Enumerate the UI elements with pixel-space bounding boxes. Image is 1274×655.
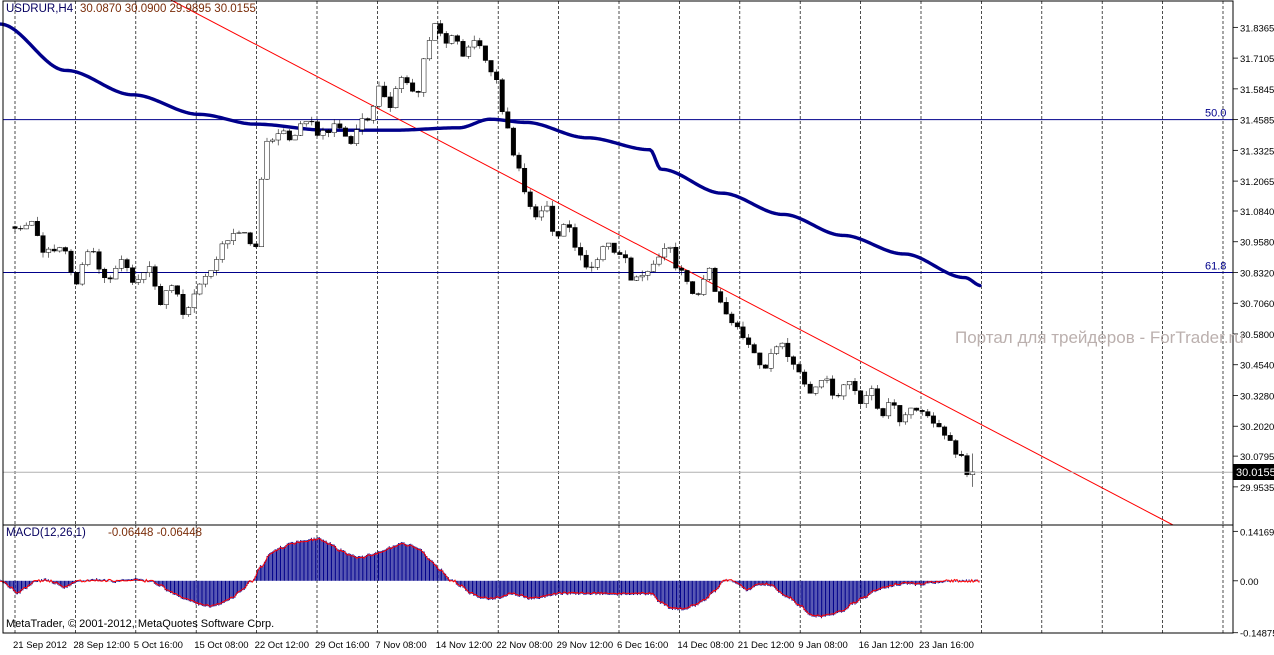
svg-text:21 Sep 2012: 21 Sep 2012	[13, 640, 67, 651]
svg-text:30.8320: 30.8320	[1240, 268, 1274, 279]
svg-text:30.0795: 30.0795	[1240, 452, 1274, 463]
svg-text:16 Jan 12:00: 16 Jan 12:00	[859, 640, 914, 651]
svg-text:0.00: 0.00	[1240, 577, 1259, 588]
svg-text:23 Jan 16:00: 23 Jan 16:00	[919, 640, 974, 651]
svg-text:21 Dec 12:00: 21 Dec 12:00	[738, 640, 795, 651]
svg-text:14 Dec 08:00: 14 Dec 08:00	[677, 640, 734, 651]
svg-text:31.0840: 31.0840	[1240, 207, 1274, 218]
svg-text:MACD(12,26,1): MACD(12,26,1)	[6, 527, 86, 539]
svg-text:5 Oct 16:00: 5 Oct 16:00	[134, 640, 183, 651]
svg-text:31.2065: 31.2065	[1240, 177, 1274, 188]
svg-text:9 Jan 08:00: 9 Jan 08:00	[798, 640, 848, 651]
svg-text:30.0870 30.0900 29.9895 30.015: 30.0870 30.0900 29.9895 30.0155	[80, 3, 256, 15]
svg-text:USDRUR,H4: USDRUR,H4	[6, 3, 74, 15]
svg-text:50.0: 50.0	[1205, 108, 1226, 120]
svg-text:29 Oct 16:00: 29 Oct 16:00	[315, 640, 369, 651]
svg-text:30.3280: 30.3280	[1240, 391, 1274, 402]
svg-text:61.8: 61.8	[1205, 260, 1226, 272]
svg-text:30.7060: 30.7060	[1240, 299, 1274, 310]
svg-text:31.5845: 31.5845	[1240, 85, 1274, 96]
svg-text:31.7105: 31.7105	[1240, 54, 1274, 65]
svg-text:28 Sep 12:00: 28 Sep 12:00	[73, 640, 130, 651]
svg-text:30.2020: 30.2020	[1240, 422, 1274, 433]
svg-text:30.4540: 30.4540	[1240, 361, 1274, 372]
svg-text:Портал для трейдеров - ForTrad: Портал для трейдеров - ForTrader.ru	[955, 328, 1244, 347]
svg-text:31.3325: 31.3325	[1240, 146, 1274, 157]
svg-text:14 Nov 12:00: 14 Nov 12:00	[436, 640, 493, 651]
svg-text:31.4585: 31.4585	[1240, 116, 1274, 127]
svg-text:31.8365: 31.8365	[1240, 23, 1274, 34]
svg-text:0.14169: 0.14169	[1240, 527, 1274, 538]
svg-text:30.0155: 30.0155	[1236, 467, 1274, 479]
svg-text:6 Dec 16:00: 6 Dec 16:00	[617, 640, 668, 651]
svg-text:-0.06448 -0.06448: -0.06448 -0.06448	[108, 527, 202, 539]
svg-text:29 Nov 12:00: 29 Nov 12:00	[557, 640, 614, 651]
svg-text:22 Nov 08:00: 22 Nov 08:00	[496, 640, 553, 651]
svg-text:-0.14875: -0.14875	[1240, 629, 1274, 640]
svg-text:15 Oct 08:00: 15 Oct 08:00	[194, 640, 248, 651]
svg-text:30.9580: 30.9580	[1240, 238, 1274, 249]
svg-text:29.9535: 29.9535	[1240, 483, 1274, 494]
svg-text:7 Nov 08:00: 7 Nov 08:00	[375, 640, 426, 651]
svg-text:MetaTrader, © 2001-2012, MetaQ: MetaTrader, © 2001-2012, MetaQuotes Soft…	[6, 618, 274, 630]
svg-text:30.5800: 30.5800	[1240, 330, 1274, 341]
svg-text:22 Oct 12:00: 22 Oct 12:00	[255, 640, 309, 651]
